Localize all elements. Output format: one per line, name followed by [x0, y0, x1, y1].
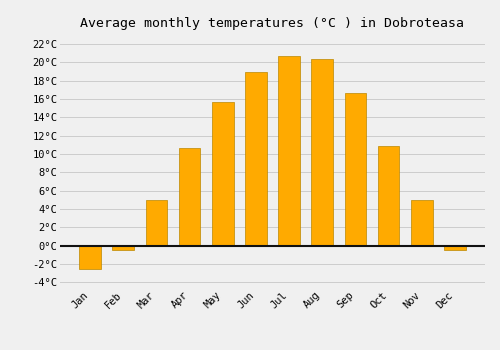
Bar [80, 246, 101, 269]
Title: Average monthly temperatures (°C ) in Dobroteasa: Average monthly temperatures (°C ) in Do… [80, 17, 464, 30]
Bar [112, 246, 134, 250]
Bar [444, 246, 466, 250]
Bar [312, 59, 333, 246]
Bar [278, 56, 300, 246]
Bar [212, 102, 234, 246]
Bar [378, 146, 400, 246]
Bar [179, 148, 201, 246]
Bar [344, 93, 366, 246]
Bar [146, 200, 167, 246]
Bar [245, 72, 266, 246]
Bar [411, 200, 432, 246]
